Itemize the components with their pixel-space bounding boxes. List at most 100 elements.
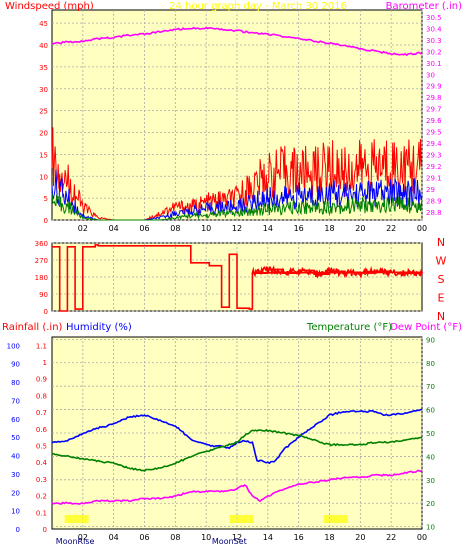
- x-tick-label: 10: [201, 533, 211, 542]
- humidity-axis-label: Humidity (%): [66, 322, 132, 333]
- humidity-tick-label: 50: [11, 434, 20, 442]
- graph-title: 24 hour graph day - March 30 2016: [169, 1, 347, 12]
- temperature-tick-label: 50: [426, 430, 435, 438]
- humidity-tick-label: 30: [11, 471, 20, 479]
- x-tick-label: 22: [386, 533, 396, 542]
- temperature-tick-label: 40: [426, 453, 435, 461]
- x-tick-label: 14: [263, 224, 273, 233]
- barometer-tick-label: 29.2: [426, 163, 442, 171]
- windspeed-tick-label: 35: [39, 64, 48, 72]
- series-line-temperature: [51, 428, 423, 472]
- humidity-tick-label: 90: [11, 361, 20, 369]
- event-marker: [229, 515, 254, 523]
- barometer-tick-label: 29: [426, 186, 435, 194]
- windspeed-tick-label: 0: [44, 217, 48, 225]
- direction-series: [52, 244, 423, 312]
- wind-tick-labels: 02 04 06 08 10 12 14 16 18 20 22 000510152025303540…: [39, 14, 442, 233]
- rainfall-tick-label: 0.6: [36, 426, 48, 434]
- rainfall-tick-label: 0.8: [36, 392, 47, 400]
- rainfall-axis-label: Rainfall (.in): [2, 322, 63, 333]
- barometer-tick-label: 30.5: [426, 14, 442, 22]
- x-tick-label: 06: [139, 224, 149, 233]
- x-tick-label: 02: [78, 533, 88, 542]
- barometer-tick-label: 29.6: [426, 117, 442, 125]
- barometer-tick-label: 28.8: [426, 209, 442, 217]
- moon-annotation: MoonSet: [212, 537, 247, 546]
- direction-tick-label: 270: [35, 257, 48, 265]
- windspeed-tick-label: 40: [39, 42, 48, 50]
- windspeed-tick-label: 15: [39, 151, 48, 159]
- compass-label: N: [437, 236, 445, 249]
- temperature-tick-label: 80: [426, 360, 435, 368]
- barometer-tick-label: 29.1: [426, 175, 442, 183]
- wind-series: [51, 26, 423, 221]
- rainfall-tick-label: 0.3: [36, 476, 47, 484]
- x-tick-label: 18: [324, 533, 334, 542]
- humidity-tick-label: 20: [11, 489, 20, 497]
- temperature-tick-label: 20: [426, 500, 435, 508]
- rainfall-tick-label: 0.2: [36, 493, 47, 501]
- humidity-tick-label: 80: [11, 379, 20, 387]
- dew-point-axis-label: Dew Point (°F): [390, 322, 462, 333]
- temperature-humidity-chart: 02 04 06 08 10 12 14 16 18 20 22 0000.10.20.30.40.5…: [2, 322, 462, 546]
- barometer-tick-label: 29.4: [426, 140, 442, 148]
- direction-tick-label: 360: [35, 240, 48, 248]
- windspeed-tick-label: 20: [39, 130, 48, 138]
- barometer-axis-label: Barometer (.in): [386, 1, 462, 12]
- temperature-tick-label: 30: [426, 477, 435, 485]
- humidity-tick-label: 70: [11, 397, 20, 405]
- series-line-barometer: [51, 26, 423, 57]
- temperature-tick-label: 10: [426, 524, 435, 532]
- windspeed-axis-label: Windspeed (mph): [5, 1, 94, 12]
- compass-label: W: [436, 255, 447, 268]
- windspeed-tick-label: 45: [39, 20, 48, 28]
- temperature-grid: [52, 337, 423, 529]
- barometer-tick-label: 29.9: [426, 83, 442, 91]
- x-tick-label: 12: [232, 533, 242, 542]
- barometer-tick-label: 30.1: [426, 60, 442, 68]
- x-tick-label: 20: [355, 533, 365, 542]
- direction-tick-label: 180: [35, 274, 48, 282]
- barometer-tick-label: 30.2: [426, 48, 442, 56]
- barometer-tick-label: 29.8: [426, 94, 442, 102]
- rainfall-tick-label: 0.4: [36, 459, 48, 467]
- humidity-tick-label: 40: [11, 453, 20, 461]
- rainfall-tick-label: 1: [43, 359, 47, 367]
- event-marker: [64, 515, 89, 523]
- rainfall-tick-label: 0.7: [36, 409, 47, 417]
- humidity-tick-label: 0: [16, 526, 20, 534]
- wind-barometer-chart: 02 04 06 08 10 12 14 16 18 20 22 000510152025303540…: [5, 1, 462, 233]
- x-tick-label: 16: [294, 533, 304, 542]
- x-tick-label: 20: [355, 224, 365, 233]
- windspeed-tick-label: 30: [39, 86, 48, 94]
- series-line-dew-point: [51, 469, 423, 505]
- compass-label: E: [438, 292, 445, 305]
- x-tick-label: 04: [109, 224, 119, 233]
- temperature-tick-label: 60: [426, 407, 435, 415]
- series-line-wind-direction: [52, 244, 423, 312]
- series-line-average-wind: [51, 193, 423, 221]
- barometer-tick-label: 29.3: [426, 152, 442, 160]
- temperature-tick-labels: 02 04 06 08 10 12 14 16 18 20 22 0000.10.20.30.40.5…: [7, 336, 435, 546]
- compass-label: N: [437, 310, 445, 323]
- x-tick-label: 08: [170, 224, 180, 233]
- barometer-tick-label: 28.9: [426, 197, 442, 205]
- rainfall-tick-label: 0.9: [36, 376, 47, 384]
- x-tick-label: 22: [386, 224, 396, 233]
- temperature-axis-label: Temperature (°F): [306, 322, 392, 333]
- humidity-tick-label: 100: [7, 342, 20, 350]
- rainfall-tick-label: 0.1: [36, 509, 47, 517]
- wind-grid: [52, 10, 423, 221]
- x-tick-label: 04: [109, 533, 119, 542]
- compass-label: S: [438, 273, 445, 286]
- windspeed-tick-label: 10: [39, 173, 48, 181]
- barometer-tick-label: 30.3: [426, 37, 442, 45]
- humidity-tick-label: 60: [11, 416, 20, 424]
- humidity-tick-label: 10: [11, 508, 20, 516]
- x-tick-label: 00: [417, 533, 427, 542]
- x-tick-label: 08: [170, 533, 180, 542]
- direction-tick-label: 0: [44, 308, 48, 316]
- windspeed-tick-label: 5: [44, 195, 48, 203]
